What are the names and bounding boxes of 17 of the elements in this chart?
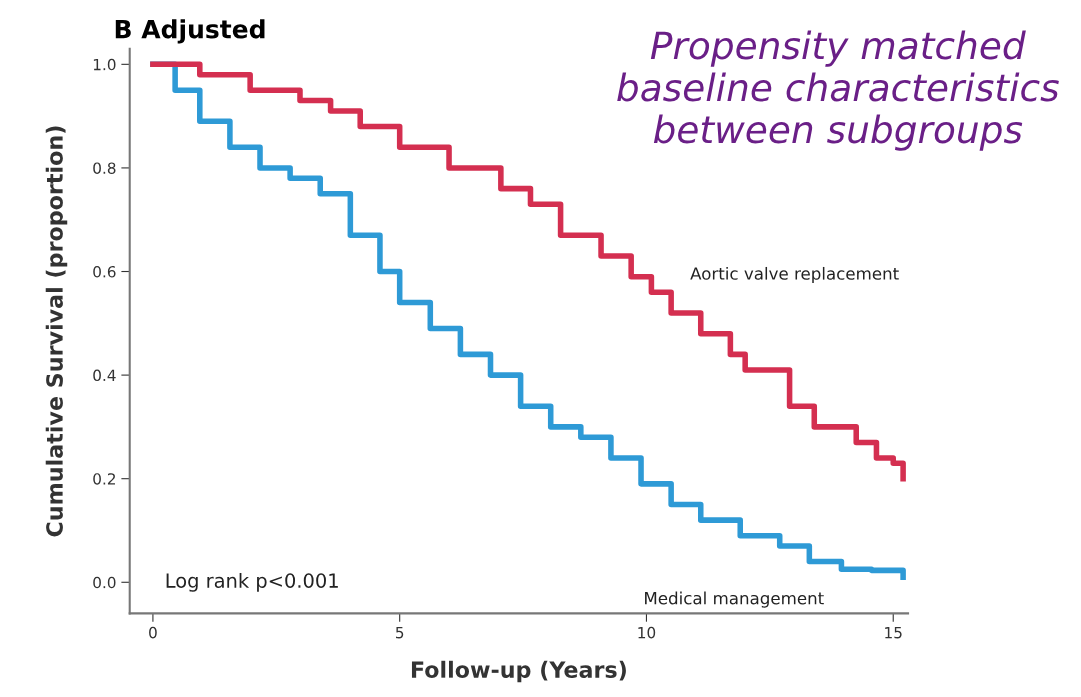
y-tick-label: 0.2 <box>93 473 115 485</box>
annotation: Propensity matched baseline characteristics between subgroups <box>617 30 1059 151</box>
y-tick-label: 0.0 <box>93 576 116 589</box>
y-tick-label: 0.8 <box>93 162 116 174</box>
x-tick-label: 0 <box>149 626 157 639</box>
series-label: Aortic valve replacement <box>690 266 899 284</box>
x-tick-label: 5 <box>396 627 404 639</box>
annotation: Log rank p<0.001 <box>166 572 338 592</box>
series-label: Medical management <box>645 591 824 608</box>
x-axis-title: Follow-up (Years) <box>411 660 626 683</box>
y-axis-title: Cumulative Survival (proportion) <box>45 126 68 537</box>
y-tick-label: 1.0 <box>93 58 116 71</box>
x-tick-label: 10 <box>638 626 656 639</box>
y-tick-label: 0.6 <box>93 265 116 278</box>
chart-title: B Adjusted <box>115 19 265 44</box>
x-tick-label: 15 <box>885 627 902 639</box>
y-tick-label: 0.4 <box>93 369 116 382</box>
